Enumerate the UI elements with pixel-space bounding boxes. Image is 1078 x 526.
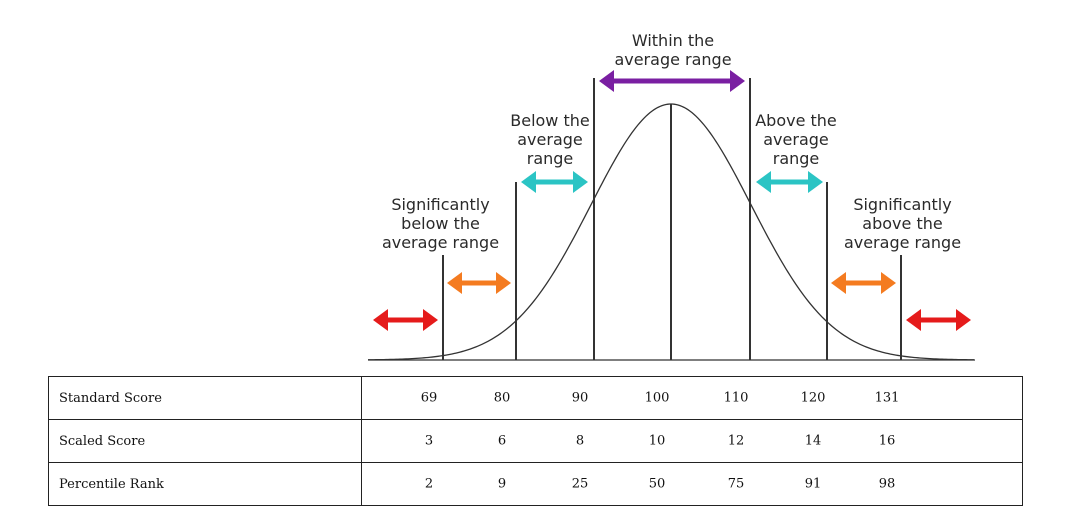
table-cell: 10	[648, 433, 666, 449]
table-cell: 120	[800, 390, 826, 406]
table-cell: 69	[420, 390, 438, 406]
arrow-below-average-icon	[521, 171, 588, 193]
table-cell: 90	[571, 390, 589, 406]
row-values-percentile-rank: 2 9 25 50 75 91 98	[361, 462, 1023, 506]
table-cell: 9	[497, 476, 507, 492]
table-cell: 110	[723, 390, 749, 406]
arrow-significantly-below-icon	[447, 272, 511, 294]
arrow-extreme-high-icon	[906, 309, 971, 331]
bell-curve-diagram	[367, 70, 975, 361]
table-cell: 91	[804, 476, 822, 492]
table-cell: 16	[878, 433, 896, 449]
table-cell: 131	[874, 390, 900, 406]
row-label-scaled-score: Scaled Score	[48, 419, 362, 463]
table-row: Scaled Score 3 6 8 10 12 14 16	[48, 419, 1023, 463]
arrow-above-average-icon	[756, 171, 823, 193]
label-below-average: Below the average range	[510, 111, 590, 168]
table-row: Percentile Rank 2 9 25 50 75 91 98	[48, 462, 1023, 506]
label-above-average: Above the average range	[755, 111, 837, 168]
table-cell: 80	[493, 390, 511, 406]
arrow-extreme-low-icon	[373, 309, 438, 331]
table-cell: 6	[497, 433, 507, 449]
arrow-within-average-icon	[599, 70, 745, 92]
label-significantly-below: Significantly below the average range	[381, 195, 500, 252]
label-significantly-above: Significantly above the average range	[843, 195, 962, 252]
table-cell: 98	[878, 476, 896, 492]
table-cell: 50	[648, 476, 666, 492]
table-cell: 75	[727, 476, 745, 492]
table-cell: 2	[424, 476, 434, 492]
table-cell: 25	[571, 476, 589, 492]
arrow-significantly-above-icon	[831, 272, 896, 294]
table-cell: 8	[575, 433, 585, 449]
row-label-standard-score: Standard Score	[48, 376, 362, 420]
table-cell: 100	[644, 390, 670, 406]
table-cell: 3	[424, 433, 434, 449]
row-values-scaled-score: 3 6 8 10 12 14 16	[361, 419, 1023, 463]
table-cell: 14	[804, 433, 822, 449]
table-row: Standard Score 69 80 90 100 110 120 131	[48, 376, 1023, 420]
row-values-standard-score: 69 80 90 100 110 120 131	[361, 376, 1023, 420]
label-within-average: Within the average range	[614, 31, 732, 69]
table-cell: 12	[727, 433, 745, 449]
score-conversion-table: Standard Score 69 80 90 100 110 120 131 Scaled…	[48, 376, 1023, 506]
row-label-percentile-rank: Percentile Rank	[48, 462, 362, 506]
